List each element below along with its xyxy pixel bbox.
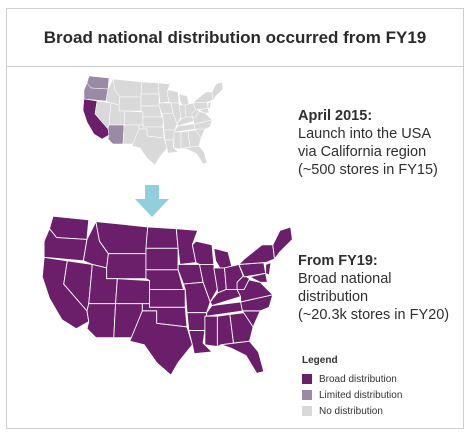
annotation-fy19-line-3: (~20.3k stores in FY20) — [298, 307, 450, 323]
map-2015-state-new-england — [211, 81, 224, 101]
legend-item-broad: Broad distribution — [302, 371, 452, 387]
legend-label-limited: Limited distribution — [319, 389, 403, 401]
map-2015-state-new-jersey — [207, 101, 212, 110]
us-map-fy19-states — [41, 215, 293, 376]
legend-item-none: No distribution — [302, 403, 452, 419]
slide-title: Broad national distribution occurred fro… — [43, 27, 427, 47]
map-2015-state-nebraska — [140, 105, 163, 118]
legend-title: Legend — [302, 355, 338, 366]
map-2015-state-iowa — [158, 102, 174, 115]
slide-frame: Broad national distribution occurred fro… — [6, 8, 464, 429]
map-2015-state-wisconsin — [166, 89, 180, 104]
map-fy19-state-new-england — [272, 226, 293, 261]
map-fy19-state-nebraska — [145, 269, 185, 290]
map-2015-state-new-york — [192, 91, 214, 104]
map-2015-state-north-dakota — [140, 81, 160, 95]
map-fy19-state-west-virginia — [236, 274, 251, 290]
us-map-fy19 — [41, 215, 293, 376]
map-2015-state-florida — [182, 145, 208, 165]
annotation-april-2015-line-2: via California region — [298, 144, 427, 160]
legend-label-broad: Broad distribution — [319, 373, 397, 385]
map-fy19-state-wyoming — [106, 253, 147, 280]
annotation-fy19-line-1: Broad national — [298, 271, 392, 287]
map-fy19-state-south-dakota — [145, 247, 179, 271]
map-fy19-state-florida — [220, 340, 265, 374]
annotation-april-2015: April 2015: Launch into the USA via Cali… — [298, 107, 458, 179]
map-2015-state-mississippi — [173, 131, 182, 150]
down-arrow-icon — [135, 185, 169, 217]
legend-item-limited: Limited distribution — [302, 387, 452, 403]
map-fy19-state-arkansas — [186, 312, 208, 331]
map-fy19-state-maryland — [248, 272, 268, 283]
annotation-april-2015-line-3: (~500 stores in FY15) — [298, 162, 438, 178]
map-2015-state-arizona — [107, 124, 125, 145]
legend-label-none: No distribution — [319, 405, 383, 417]
map-fy19-state-arizona — [86, 303, 117, 339]
legend-swatch-none — [302, 406, 312, 416]
title-bar: Broad national distribution occurred fro… — [7, 9, 463, 67]
map-fy19-state-kansas — [149, 288, 186, 308]
annotation-april-2015-heading: April 2015: — [298, 108, 373, 124]
us-map-2015-states — [82, 75, 224, 166]
map-fy19-state-colorado — [115, 278, 150, 305]
map-fy19-state-texas — [129, 310, 193, 376]
map-fy19-state-north-dakota — [145, 226, 179, 249]
legend: Legend Broad distribution Limited distri… — [302, 355, 452, 419]
annotation-fy19-line-2: distribution — [298, 289, 369, 305]
map-2015-state-arkansas — [163, 129, 176, 141]
map-2015-state-south-dakota — [140, 93, 160, 107]
legend-swatch-limited — [302, 390, 312, 400]
us-map-2015 — [82, 75, 224, 166]
map-fy19-state-illinois — [198, 263, 218, 303]
map-fy19-state-georgia — [229, 312, 254, 344]
map-2015-state-maryland — [198, 107, 210, 114]
annotation-april-2015-line-1: Launch into the USA — [298, 126, 432, 142]
map-2015-state-texas — [131, 128, 168, 166]
map-2015-state-colorado — [123, 110, 144, 126]
legend-swatch-broad — [302, 374, 312, 384]
annotation-fy19: From FY19: Broad national distribution (… — [298, 252, 458, 324]
map-fy19-state-mississippi — [204, 315, 218, 348]
map-fy19-state-new-york — [237, 244, 276, 265]
map-2015-state-illinois — [170, 102, 182, 125]
map-fy19-state-new-jersey — [265, 261, 272, 276]
map-2015-state-wyoming — [118, 96, 142, 112]
map-2015-state-kansas — [142, 116, 164, 128]
map-fy19-state-wisconsin — [191, 240, 215, 265]
annotation-fy19-heading: From FY19: — [298, 253, 378, 269]
map-2015-state-georgia — [187, 129, 202, 148]
map-fy19-state-iowa — [177, 263, 204, 285]
map-2015-state-west-virginia — [191, 108, 200, 118]
